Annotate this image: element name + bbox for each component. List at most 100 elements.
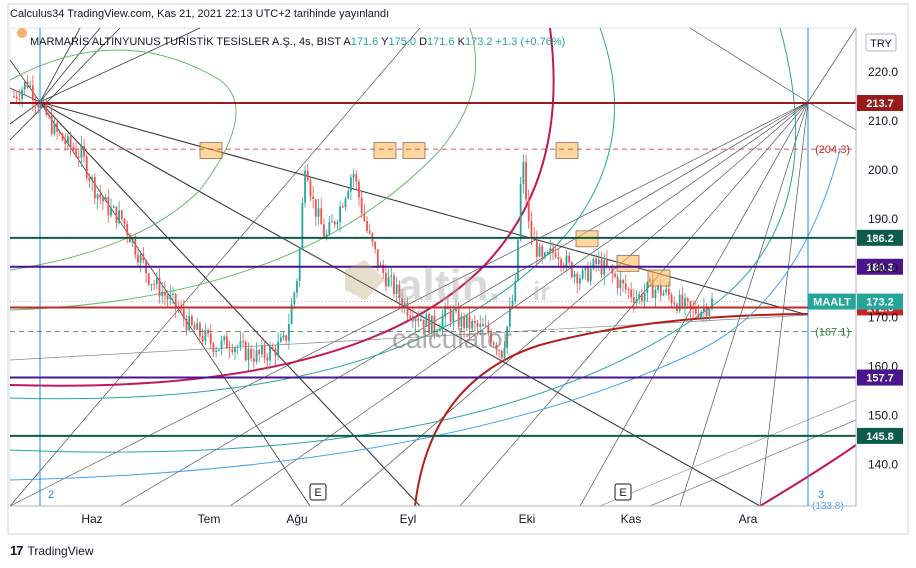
legend-high-label: Y bbox=[381, 36, 389, 48]
candle-body bbox=[153, 283, 156, 285]
candle-body bbox=[382, 264, 385, 274]
candle-body bbox=[393, 275, 395, 294]
highlight-box bbox=[647, 269, 671, 287]
trend-line bbox=[9, 59, 41, 103]
candle-body bbox=[239, 341, 242, 347]
gann-arc bbox=[9, 27, 477, 311]
candle-body bbox=[99, 194, 102, 198]
candle-body bbox=[274, 348, 277, 356]
candle-body bbox=[584, 266, 587, 271]
candle-body bbox=[659, 285, 662, 296]
series-name-badge bbox=[808, 293, 856, 310]
candle-body bbox=[576, 273, 579, 284]
candle-body bbox=[317, 208, 320, 217]
price-label: 157.7 bbox=[866, 373, 894, 385]
legend-open-label: A bbox=[343, 36, 351, 48]
price-label: 186.2 bbox=[866, 233, 894, 245]
candle-body bbox=[347, 191, 350, 199]
event-marker-label: E bbox=[619, 487, 626, 499]
y-tick-label: 190.0 bbox=[868, 212, 898, 226]
price-levels: (204.3)(167.1)213.7186.2180.3172.0157.71… bbox=[10, 95, 903, 512]
candle-body bbox=[355, 174, 358, 182]
candle-body bbox=[403, 302, 406, 307]
candle-body bbox=[506, 326, 509, 348]
price-label-badge bbox=[857, 229, 903, 246]
candle-body bbox=[282, 335, 285, 338]
candle-body bbox=[26, 81, 29, 88]
candle-body bbox=[231, 349, 234, 353]
candle-body bbox=[581, 270, 584, 279]
candle-body bbox=[414, 318, 417, 322]
candle-body bbox=[689, 301, 692, 309]
last-price-badge bbox=[857, 293, 903, 310]
candle-body bbox=[430, 315, 433, 333]
candle-body bbox=[646, 282, 649, 294]
price-label-badge bbox=[857, 369, 903, 386]
candle-body bbox=[185, 318, 188, 331]
candle-body bbox=[611, 267, 614, 274]
candle-body bbox=[58, 131, 61, 134]
footer-brand[interactable]: TradingView bbox=[27, 543, 94, 558]
candle-body bbox=[503, 347, 506, 358]
x-tick-label: Ara bbox=[739, 512, 758, 526]
candle-body bbox=[102, 197, 104, 202]
candle-body bbox=[630, 289, 633, 298]
candle-body bbox=[667, 288, 670, 296]
candle-body bbox=[252, 358, 255, 362]
candle-body bbox=[401, 298, 403, 307]
candle-body bbox=[546, 251, 549, 253]
legend-low: 171.6 bbox=[427, 36, 458, 48]
candle-body bbox=[190, 315, 193, 325]
gann-line bbox=[9, 27, 121, 141]
gann-arc bbox=[9, 27, 797, 453]
candle-body bbox=[376, 249, 379, 267]
gann-line bbox=[9, 314, 809, 361]
candle-body bbox=[622, 279, 624, 284]
candle-body bbox=[242, 341, 244, 343]
candle-body bbox=[390, 275, 393, 277]
candle-body bbox=[455, 309, 457, 312]
candle-body bbox=[589, 268, 592, 282]
candle-body bbox=[535, 237, 538, 257]
candle-body bbox=[285, 335, 288, 341]
candle-body bbox=[379, 264, 382, 267]
candle-body bbox=[215, 350, 218, 353]
trend-line bbox=[9, 101, 809, 507]
trend-line bbox=[689, 27, 809, 103]
candle-body bbox=[271, 347, 274, 349]
candle-body bbox=[344, 198, 347, 208]
candle-body bbox=[212, 343, 215, 353]
candle-body bbox=[700, 311, 703, 318]
highlight-box bbox=[555, 142, 579, 159]
candle-body bbox=[452, 311, 455, 322]
candle-body bbox=[93, 177, 96, 199]
candle-body bbox=[158, 277, 161, 297]
candle-body bbox=[417, 318, 420, 321]
candle-body bbox=[204, 330, 207, 342]
gann-line bbox=[39, 27, 201, 103]
candle-body bbox=[444, 306, 447, 317]
candle-body bbox=[449, 309, 452, 322]
x-tick-label: Tem bbox=[198, 512, 221, 526]
candle-body bbox=[597, 259, 600, 264]
x-tick-label: Kas bbox=[621, 512, 642, 526]
y-tick-label: 220.0 bbox=[868, 65, 898, 79]
candle-body bbox=[312, 196, 315, 200]
candle-body bbox=[635, 298, 638, 303]
candle-body bbox=[306, 170, 309, 181]
trend-line bbox=[119, 101, 809, 507]
candle-body bbox=[568, 255, 571, 263]
currency-label: TRY bbox=[870, 38, 892, 50]
candle-body bbox=[500, 350, 503, 358]
candle-body bbox=[309, 180, 312, 197]
candle-body bbox=[96, 194, 99, 199]
candle-body bbox=[193, 324, 196, 330]
candle-body bbox=[363, 213, 366, 221]
candle-body bbox=[465, 315, 468, 329]
legend-change: +1.3 (+0.76%) bbox=[496, 36, 566, 48]
candle-body bbox=[368, 230, 371, 234]
legend-open: 171.6 bbox=[351, 36, 381, 48]
candle-body bbox=[40, 102, 42, 108]
candle-body bbox=[244, 341, 247, 361]
